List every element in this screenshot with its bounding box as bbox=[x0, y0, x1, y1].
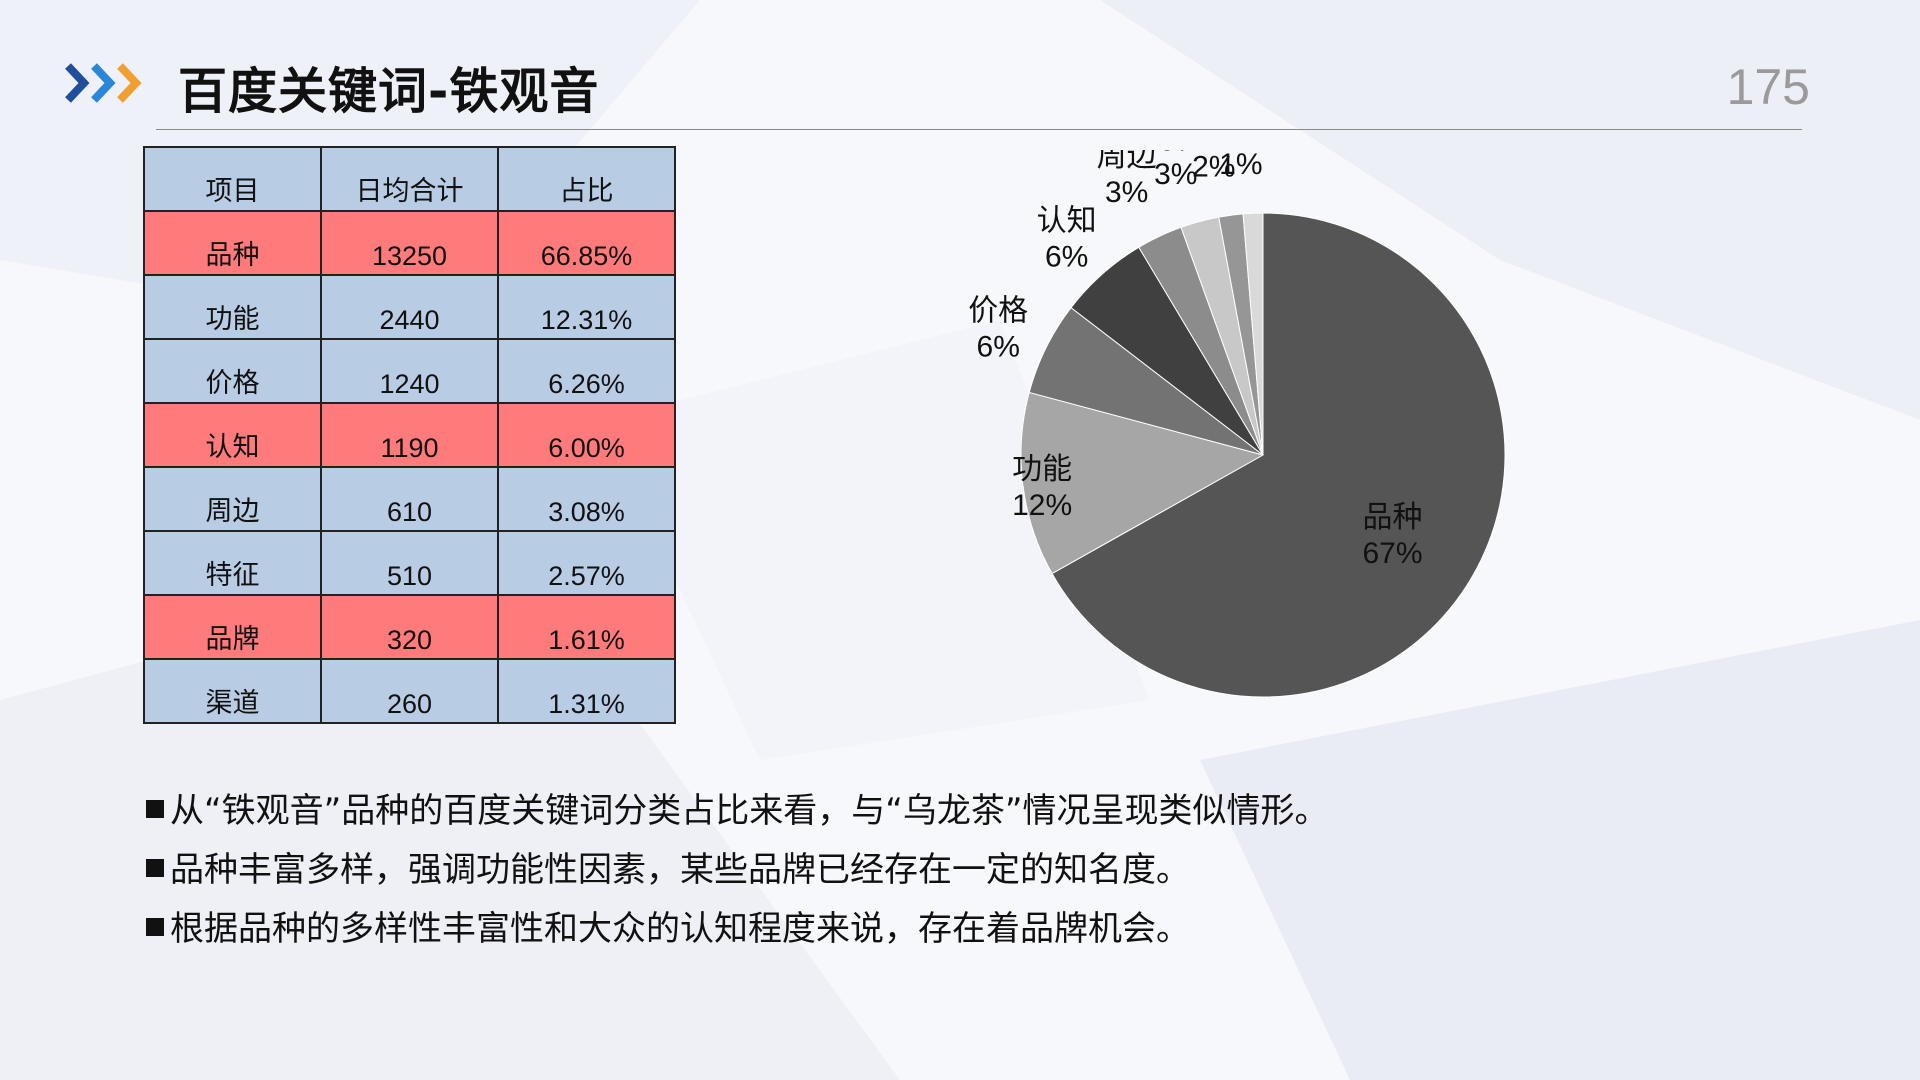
bullet-item: 根据品种的多样性丰富性和大众的认知程度来说，存在着品牌机会。 bbox=[146, 900, 1328, 959]
table-header-row: 项目 日均合计 占比 bbox=[143, 146, 676, 212]
cell-share: 1.61% bbox=[497, 594, 676, 660]
pie-category-label: 功能 bbox=[1012, 452, 1072, 487]
pie-value-label: 2% bbox=[1192, 150, 1235, 183]
pie-value-label: 3% bbox=[1105, 176, 1148, 209]
page-number: 175 bbox=[1726, 59, 1810, 115]
pie-value-label: 67% bbox=[1362, 537, 1422, 570]
cell-item: 品牌 bbox=[143, 594, 322, 660]
chevron-arrows-icon bbox=[65, 63, 142, 103]
pie-slice-8 bbox=[1242, 212, 1264, 456]
cell-share: 66.85% bbox=[497, 210, 676, 276]
header-divider bbox=[156, 129, 1802, 130]
bullet-item: 从“铁观音”品种的百度关键词分类占比来看，与“乌龙茶”情况呈现类似情形。 bbox=[146, 782, 1328, 841]
pie-value-label: 6% bbox=[1045, 241, 1088, 274]
cell-share: 3.08% bbox=[497, 466, 676, 532]
table-row: 品种 13250 66.85% bbox=[143, 210, 676, 276]
square-bullet-icon bbox=[146, 918, 164, 936]
pie-slice-1 bbox=[1051, 212, 1506, 698]
cell-item: 周边 bbox=[143, 466, 322, 532]
square-bullet-icon bbox=[146, 859, 164, 877]
cell-item: 功能 bbox=[143, 274, 322, 340]
cell-share: 6.00% bbox=[497, 402, 676, 468]
cell-item: 渠道 bbox=[143, 658, 322, 724]
header-share: 占比 bbox=[497, 146, 676, 212]
pie-category-label: 特征 bbox=[1146, 150, 1206, 156]
cell-share: 6.26% bbox=[497, 338, 676, 404]
cell-share: 12.31% bbox=[497, 274, 676, 340]
cell-item: 品种 bbox=[143, 210, 322, 276]
cell-daily-total: 320 bbox=[320, 594, 499, 660]
pie-category-label: 认知 bbox=[1037, 204, 1097, 239]
cell-daily-total: 1240 bbox=[320, 338, 499, 404]
cell-daily-total: 1190 bbox=[320, 402, 499, 468]
cell-share: 2.57% bbox=[497, 530, 676, 596]
table-row: 品牌 320 1.61% bbox=[143, 594, 676, 660]
keyword-table: 项目 日均合计 占比 品种 13250 66.85% 功能 2440 12.31… bbox=[143, 146, 676, 724]
bullet-item: 品种丰富多样，强调功能性因素，某些品牌已经存在一定的知名度。 bbox=[146, 841, 1328, 900]
table-row: 渠道 260 1.31% bbox=[143, 658, 676, 724]
table-row: 周边 610 3.08% bbox=[143, 466, 676, 532]
pie-value-label: 6% bbox=[977, 330, 1020, 363]
cell-daily-total: 510 bbox=[320, 530, 499, 596]
square-bullet-icon bbox=[146, 800, 164, 818]
cell-item: 特征 bbox=[143, 530, 322, 596]
cell-daily-total: 13250 bbox=[320, 210, 499, 276]
cell-daily-total: 260 bbox=[320, 658, 499, 724]
cell-item: 认知 bbox=[143, 402, 322, 468]
cell-share: 1.31% bbox=[497, 658, 676, 724]
pie-value-label: 12% bbox=[1012, 489, 1072, 522]
cell-daily-total: 2440 bbox=[320, 274, 499, 340]
cell-daily-total: 610 bbox=[320, 466, 499, 532]
table-row: 特征 510 2.57% bbox=[143, 530, 676, 596]
table-row: 功能 2440 12.31% bbox=[143, 274, 676, 340]
header-daily-total: 日均合计 bbox=[320, 146, 499, 212]
bullet-list: 从“铁观音”品种的百度关键词分类占比来看，与“乌龙茶”情况呈现类似情形。 品种丰… bbox=[146, 782, 1328, 959]
cell-item: 价格 bbox=[143, 338, 322, 404]
table-row: 认知 1190 6.00% bbox=[143, 402, 676, 468]
pie-category-label: 价格 bbox=[968, 293, 1028, 328]
pie-slice-2 bbox=[1020, 391, 1265, 575]
pie-category-label: 周边 bbox=[1097, 150, 1157, 174]
pie-category-label: 品种 bbox=[1363, 500, 1423, 535]
table-row: 价格 1240 6.26% bbox=[143, 338, 676, 404]
page-title: 百度关键词-铁观音 bbox=[178, 63, 600, 120]
pie-value-label: 3% bbox=[1154, 158, 1197, 191]
pie-value-label: 1% bbox=[1219, 150, 1262, 181]
header-item: 项目 bbox=[143, 146, 322, 212]
